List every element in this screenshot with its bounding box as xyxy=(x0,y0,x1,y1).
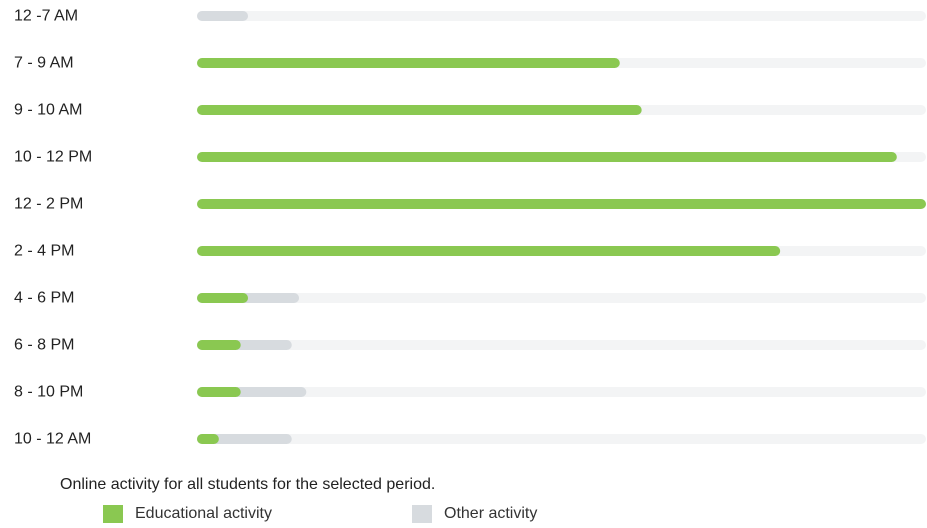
row-label: 12 - 2 PM xyxy=(14,196,83,213)
row-label: 2 - 4 PM xyxy=(14,243,74,260)
legend-swatch-other xyxy=(412,505,432,523)
bar-track xyxy=(197,387,926,397)
bar-educational-activity xyxy=(197,152,897,162)
bar-educational-activity xyxy=(197,293,249,303)
legend-item-educational: Educational activity xyxy=(103,505,272,523)
legend-label-educational: Educational activity xyxy=(135,505,272,522)
row-label: 9 - 10 AM xyxy=(14,102,82,119)
bar-educational-activity xyxy=(197,434,219,444)
chart-legend: Educational activity Other activity xyxy=(0,505,927,527)
chart-caption: Online activity for all students for the… xyxy=(60,476,435,494)
legend-swatch-educational xyxy=(103,505,123,523)
row-label: 4 - 6 PM xyxy=(14,290,74,307)
caption-emphasis: all xyxy=(187,476,204,493)
row-label: 7 - 9 AM xyxy=(14,55,74,72)
legend-label-other: Other activity xyxy=(444,505,538,522)
caption-suffix: students for the selected period. xyxy=(203,476,436,493)
bar-track xyxy=(197,340,926,350)
bar-educational-activity xyxy=(197,199,926,209)
caption-prefix: Online activity for xyxy=(60,476,188,493)
row-label: 10 - 12 PM xyxy=(14,149,92,166)
row-label: 12 -7 AM xyxy=(14,8,78,25)
bar-track xyxy=(197,293,926,303)
bar-educational-activity xyxy=(197,340,241,350)
bar-educational-activity xyxy=(197,387,241,397)
row-label: 10 - 12 AM xyxy=(14,431,91,448)
bar-educational-activity xyxy=(197,105,642,115)
bar-other-activity xyxy=(197,434,292,444)
bar-track xyxy=(197,11,926,21)
row-label: 8 - 10 PM xyxy=(14,384,83,401)
row-label: 6 - 8 PM xyxy=(14,337,74,354)
bar-educational-activity xyxy=(197,58,620,68)
bar-track xyxy=(197,434,926,444)
bar-educational-activity xyxy=(197,246,781,256)
legend-item-other: Other activity xyxy=(412,505,537,523)
bar-other-activity xyxy=(197,11,249,21)
